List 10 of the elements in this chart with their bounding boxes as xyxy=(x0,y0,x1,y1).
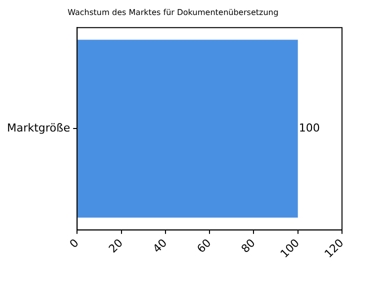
data-label: 100 xyxy=(298,122,320,135)
x-tick-label: 60 xyxy=(194,236,214,256)
x-tick-label: 20 xyxy=(106,236,126,256)
x-tick-label: 100 xyxy=(278,236,302,260)
x-tick-label: 40 xyxy=(150,236,170,256)
x-tick-label: 0 xyxy=(67,236,82,251)
y-tick-label: Marktgröße xyxy=(6,122,70,135)
chart-title: Wachstum des Marktes für Dokumentenübersetzung xyxy=(68,8,278,17)
x-tick-label: 80 xyxy=(238,236,258,256)
x-tick-label: 120 xyxy=(322,236,346,260)
